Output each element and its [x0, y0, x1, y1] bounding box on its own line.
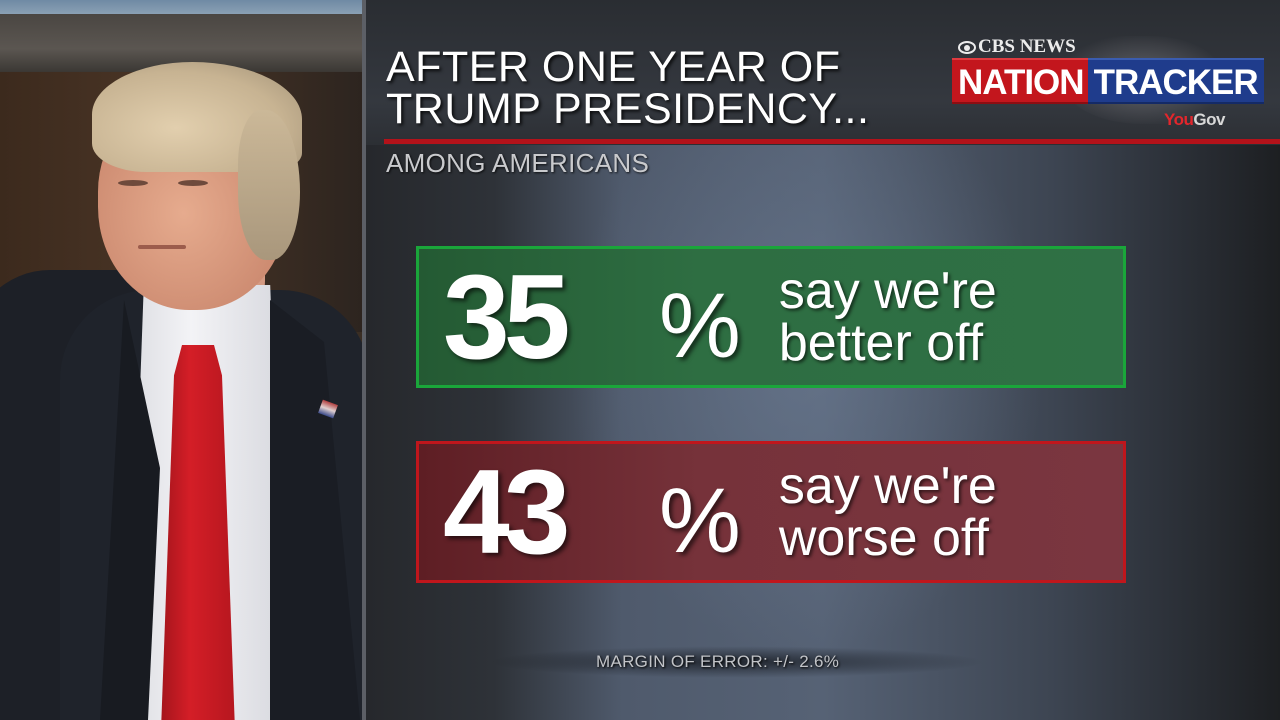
- photo-hair-side: [238, 110, 300, 260]
- nation-label: NATION: [952, 58, 1088, 104]
- cbs-news-label: CBS NEWS: [978, 36, 1076, 57]
- stat-box-better-off: 35 % say we're better off: [416, 246, 1126, 388]
- photo-eye: [118, 180, 148, 186]
- tracker-label: TRACKER: [1087, 58, 1264, 104]
- nation-tracker-bar: NATION TRACKER: [952, 58, 1264, 104]
- cbs-eye-icon: [958, 40, 976, 54]
- graphic-panel: AFTER ONE YEAR OF TRUMP PRESIDENCY... AM…: [366, 0, 1280, 720]
- photo-border: [362, 0, 366, 720]
- title-divider: [384, 139, 1280, 144]
- stat-desc-line-1: say we're: [778, 457, 997, 515]
- photo-eye: [178, 180, 208, 186]
- yougov-gov: Gov: [1193, 110, 1225, 129]
- cbs-news-wordmark: CBS NEWS: [958, 36, 1076, 58]
- stat-value: 43: [443, 445, 570, 579]
- stat-description: say we're better off: [779, 265, 997, 369]
- yougov-you: You: [1164, 110, 1194, 129]
- yougov-wordmark: YouGov: [1164, 110, 1225, 130]
- stat-value: 35: [443, 250, 570, 384]
- stat-description: say we're worse off: [779, 460, 997, 564]
- president-photo: [0, 0, 366, 720]
- percent-sign: %: [659, 470, 741, 572]
- footer-shade: [486, 646, 986, 678]
- stat-desc-line-2: better off: [778, 314, 984, 372]
- photo-red-tie: [161, 345, 235, 720]
- title-line-2: TRUMP PRESIDENCY...: [386, 85, 870, 133]
- margin-of-error: MARGIN OF ERROR: +/- 2.6%: [596, 652, 840, 671]
- page-subtitle: AMONG AMERICANS: [386, 148, 650, 178]
- nation-tracker-logo: CBS NEWS NATION TRACKER YouGov: [952, 34, 1264, 134]
- stat-desc-line-2: worse off: [778, 509, 989, 567]
- photo-sky: [0, 0, 366, 14]
- percent-sign: %: [659, 275, 741, 377]
- stat-box-worse-off: 43 % say we're worse off: [416, 441, 1126, 583]
- page-title: AFTER ONE YEAR OF TRUMP PRESIDENCY...: [386, 43, 870, 133]
- photo-mouth: [138, 245, 186, 249]
- stat-desc-line-1: say we're: [778, 262, 997, 320]
- title-line-1: AFTER ONE YEAR OF: [386, 43, 841, 91]
